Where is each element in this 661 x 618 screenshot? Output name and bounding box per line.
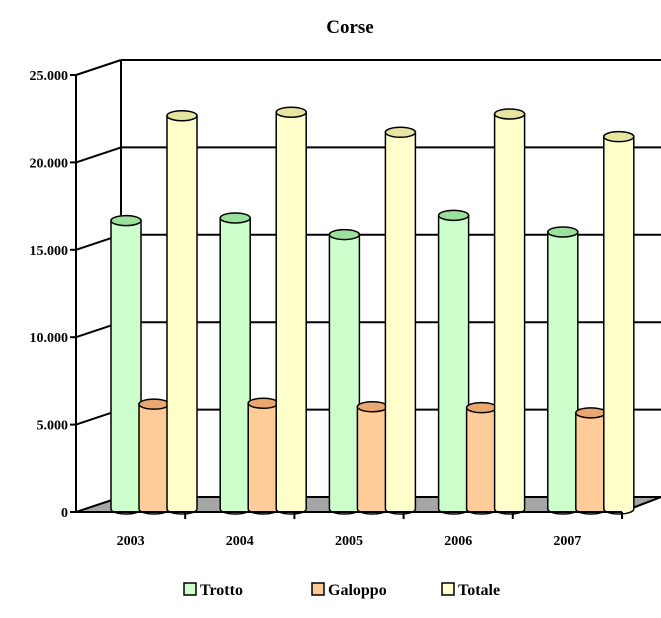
y-tick-label: 10.000 [30, 331, 69, 346]
gridline-side [75, 59, 122, 76]
bar-top [138, 398, 170, 410]
bar-top [547, 226, 579, 238]
bar-top [384, 126, 417, 139]
legend-label: Trotto [200, 582, 243, 599]
legend-item-galoppo: Galoppo [311, 582, 387, 599]
legend-label: Galoppo [328, 582, 387, 599]
bar-galoppo-2005 [356, 400, 389, 515]
y-tick-label: 5.000 [37, 419, 69, 434]
bar-body [547, 231, 579, 515]
legend-item-trotto: Trotto [183, 582, 243, 599]
bar-body [110, 219, 142, 515]
chart-axes: 0 5.000 10.000 15.000 20.000 25.000 2003 2004 20… [30, 69, 623, 549]
bar-top [603, 130, 635, 143]
x-tick-label: 2006 [444, 534, 472, 549]
bar-top [166, 109, 198, 122]
bar-body [575, 412, 607, 515]
bar-top [328, 228, 361, 241]
bar-totale-2004 [275, 106, 307, 515]
bar-trotto-2005 [328, 228, 361, 515]
bar-body [465, 406, 498, 515]
bar-trotto-2003 [110, 214, 142, 515]
bar-body [437, 214, 470, 515]
bar-galoppo-2003 [138, 398, 170, 515]
bar-top [575, 407, 607, 419]
bar-body [166, 114, 198, 515]
bar-totale-2006 [493, 108, 526, 515]
y-tick-label: 25.000 [30, 69, 69, 84]
bar-top [493, 108, 526, 120]
bar-body [328, 233, 361, 515]
bar-body [603, 135, 635, 515]
legend-item-totale: Totale [441, 582, 500, 599]
x-tick-label: 2005 [335, 534, 363, 549]
legend-swatch [311, 582, 325, 596]
bar-trotto-2007 [547, 226, 579, 515]
x-tick-label: 2003 [117, 534, 145, 549]
bar-top [437, 209, 470, 222]
y-tick-label: 15.000 [30, 244, 69, 259]
x-tick-label: 2007 [553, 534, 581, 549]
chart-legend: Trotto Galoppo Totale [183, 582, 500, 599]
bar-top [247, 397, 279, 409]
legend-label: Totale [458, 582, 500, 599]
bar-galoppo-2004 [247, 397, 279, 515]
y-tick-label: 0 [61, 506, 68, 521]
bar-galoppo-2006 [465, 401, 498, 515]
bar-body [493, 113, 526, 515]
bar-trotto-2004 [219, 212, 251, 515]
gridline-side [75, 146, 122, 164]
x-tick-label: 2004 [226, 534, 254, 549]
bar-body [356, 405, 389, 515]
bar-body [275, 111, 307, 515]
bar-top [356, 400, 389, 413]
bar-body [219, 217, 251, 515]
bar-trotto-2006 [437, 209, 470, 515]
y-tick-label: 20.000 [30, 156, 69, 171]
legend-swatch [441, 582, 455, 596]
bar-body [247, 402, 279, 515]
bar-totale-2003 [166, 109, 198, 515]
bar-top [219, 212, 251, 224]
chart-bars [110, 106, 635, 515]
bar-totale-2005 [384, 126, 417, 515]
chart-title: Corse [326, 17, 373, 38]
bar-galoppo-2007 [575, 407, 607, 515]
bar-top [275, 106, 307, 118]
bar-body [384, 131, 417, 515]
bar-top [110, 214, 142, 227]
legend-swatch [183, 582, 197, 596]
bar-totale-2007 [603, 130, 635, 515]
bar-top [465, 401, 498, 414]
bar-body [138, 403, 170, 515]
